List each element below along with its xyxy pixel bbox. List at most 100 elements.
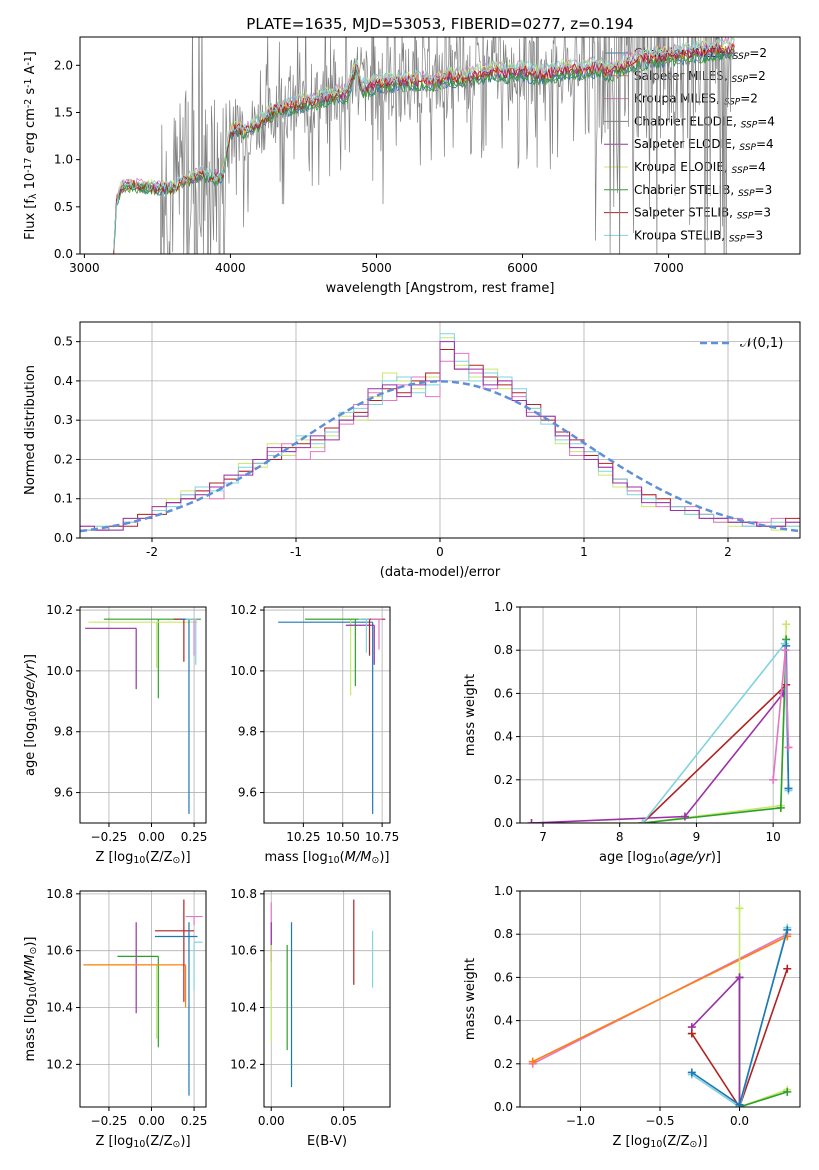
y-tick-label: 0.5: [54, 200, 73, 214]
weight-marker: [776, 803, 785, 812]
y-tick-label: 10.0: [46, 664, 73, 678]
x-tick-label: 10.75: [365, 830, 399, 844]
data-point: [358, 618, 370, 653]
gaussian-legend-label: 𝒩(0,1): [740, 336, 783, 351]
y-tick-label: 10.4: [46, 1001, 73, 1015]
y-tick-label: 0.6: [494, 970, 513, 984]
data-point: [185, 618, 197, 665]
data-point: [83, 964, 187, 1008]
weight-vs-Z-xlabel: Z [log10(Z/Z⊙)]: [612, 1134, 707, 1150]
x-tick-label: −0.5: [645, 1114, 674, 1128]
residuals-frame: [79, 321, 801, 539]
y-tick-label: 9.8: [238, 725, 257, 739]
weight-vs-age-frame: [519, 606, 801, 824]
spectrum-data-line: [113, 37, 732, 254]
legend-label: Chabrier STELIB, SSP=3: [634, 183, 772, 199]
mass-vs-EBV-axes: 0.00 0.05 10.2 10.4 10.6 10.8 E(B-V): [230, 887, 391, 1149]
residuals-xlabel: (data-model)/error: [380, 565, 501, 580]
x-tick-label: 6000: [507, 261, 538, 275]
y-tick-label: 9.6: [238, 786, 257, 800]
x-tick-label: 9: [693, 830, 701, 844]
y-tick-label: 1.5: [54, 105, 73, 119]
weight-line: [691, 975, 741, 1107]
weight-vs-age-plot-area: [520, 607, 800, 823]
mass-vs-Z-frame: [79, 890, 207, 1108]
x-tick-label: −0.25: [91, 830, 128, 844]
y-tick-label: 10.6: [46, 944, 73, 958]
y-tick-label: 1.0: [54, 153, 73, 167]
legend-label: Kroupa STELIB, SSP=3: [634, 228, 763, 244]
x-tick-label: 0: [436, 545, 444, 559]
weight-marker: [735, 973, 744, 982]
mass-vs-Z-xlabel: Z [log10(Z/Z⊙)]: [95, 1134, 190, 1150]
y-tick-label: 10.2: [46, 603, 73, 617]
gaussian-curve: [80, 380, 800, 533]
y-tick-label: 1.0: [494, 884, 513, 898]
y-tick-label: 0.8: [494, 643, 513, 657]
weight-marker: [638, 819, 647, 823]
x-tick-label: 10.50: [326, 830, 360, 844]
age-vs-Z-plot-area: [80, 607, 206, 823]
mass-vs-EBV-frame: [263, 890, 391, 1108]
y-tick-label: 0.4: [54, 374, 73, 388]
weight-marker: [735, 904, 744, 913]
x-tick-label: 0.0: [730, 1114, 749, 1128]
x-tick-label: 3000: [69, 261, 100, 275]
y-tick-label: 10.8: [46, 887, 73, 901]
weight-marker: [784, 743, 793, 752]
weight-marker: [687, 1029, 696, 1038]
y-tick-label: 10.2: [46, 1057, 73, 1071]
x-tick-label: 7000: [653, 261, 684, 275]
y-tick-label: 10.2: [230, 1057, 257, 1071]
x-tick-label: 2: [724, 545, 732, 559]
y-tick-label: 0.2: [54, 452, 73, 466]
data-point: [278, 621, 374, 814]
y-tick-label: 0.4: [494, 730, 513, 744]
y-tick-label: 9.6: [54, 786, 73, 800]
data-point: [154, 922, 198, 1096]
spectrum-model-line: [113, 42, 735, 254]
y-tick-label: 10.4: [230, 1001, 257, 1015]
y-tick-label: 10.0: [230, 664, 257, 678]
x-tick-label: 0.00: [258, 1114, 285, 1128]
weight-marker: [527, 819, 536, 823]
x-tick-label: 5000: [361, 261, 392, 275]
weight-marker: [783, 925, 792, 934]
age-vs-Z-xlabel: Z [log10(Z/Z⊙)]: [95, 850, 190, 866]
y-tick-label: 0.0: [494, 816, 513, 830]
x-tick-label: 4000: [215, 261, 246, 275]
data-point: [103, 618, 201, 699]
x-tick-label: -2: [146, 545, 158, 559]
y-tick-label: 0.4: [494, 1014, 513, 1028]
legend-label: Salpeter ELODIE, SSP=4: [634, 137, 774, 153]
x-tick-label: 0.05: [330, 1114, 357, 1128]
spectrum-model-line: [113, 50, 735, 254]
y-tick-label: 10.8: [230, 887, 257, 901]
x-tick-label: 1: [580, 545, 588, 559]
y-tick-label: 0.2: [494, 1057, 513, 1071]
weight-marker: [783, 1087, 792, 1096]
y-tick-label: 0.1: [54, 492, 73, 506]
weight-vs-Z-ylabel: mass weight: [463, 958, 478, 1040]
y-tick-label: 0.5: [54, 335, 73, 349]
y-tick-label: 0.2: [494, 773, 513, 787]
data-point: [117, 955, 159, 1048]
weight-line: [532, 935, 788, 1063]
age-vs-Z-ylabel: age [log10(age/yr)]: [23, 654, 39, 776]
spectrum-model-line: [113, 37, 735, 251]
mass-vs-EBV-plot-area: [264, 891, 390, 1107]
age-vs-mass-plot-area: [264, 607, 390, 823]
x-tick-label: 0.25: [181, 830, 208, 844]
weight-line: [642, 641, 790, 823]
data-point: [306, 618, 367, 696]
y-tick-label: 0.3: [54, 413, 73, 427]
x-tick-label: −0.25: [91, 1114, 128, 1128]
y-tick-label: 10.2: [230, 603, 257, 617]
x-tick-label: 7: [539, 830, 547, 844]
weight-line: [691, 968, 789, 1107]
weight-vs-Z-frame: [519, 890, 801, 1108]
x-tick-label: 0.00: [138, 830, 165, 844]
age-vs-Z-frame: [79, 606, 207, 824]
legend-label: Kroupa ELODIE, SSP=4: [634, 160, 766, 176]
